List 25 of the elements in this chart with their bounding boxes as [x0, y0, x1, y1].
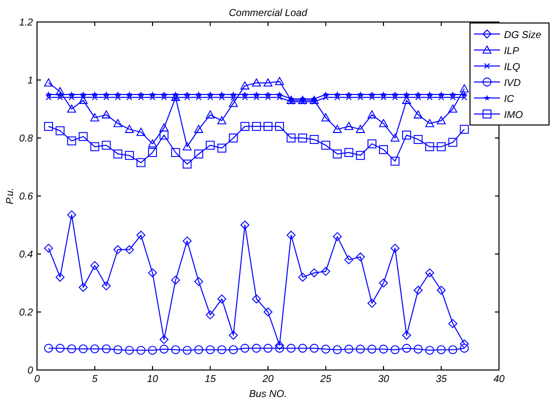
legend-label: IVD — [504, 78, 521, 89]
y-tick-label: 0.2 — [19, 308, 34, 318]
x-tick-label: 30 — [378, 374, 390, 385]
x-tick-label: 40 — [493, 374, 505, 385]
legend-label: DG Size — [504, 30, 542, 41]
legend-label: ILP — [504, 46, 520, 57]
x-axis-title: Bus NO. — [249, 389, 287, 400]
x-tick-label: 5 — [92, 374, 98, 385]
legend-label: ILQ — [504, 62, 520, 73]
legend-label: IC — [504, 94, 515, 105]
x-tick-label: 10 — [146, 374, 158, 385]
y-tick-label: 0.8 — [19, 134, 34, 144]
y-tick-label: 1.2 — [19, 18, 34, 28]
x-tick-label: 35 — [436, 374, 448, 385]
x-tick-label: 0 — [34, 374, 40, 385]
y-tick-label: 0.4 — [19, 250, 34, 260]
y-tick-label: 0 — [27, 366, 34, 376]
x-tick-label: 20 — [261, 374, 274, 385]
x-tick-label: 15 — [204, 374, 216, 385]
chart-title: Commercial Load — [228, 8, 308, 19]
y-tick-label: 1 — [27, 76, 33, 86]
y-axis-title: P.u. — [5, 188, 16, 204]
legend-label: IMO — [504, 110, 524, 121]
y-tick-label: 0.6 — [19, 192, 34, 202]
x-tick-label: 25 — [319, 374, 332, 385]
